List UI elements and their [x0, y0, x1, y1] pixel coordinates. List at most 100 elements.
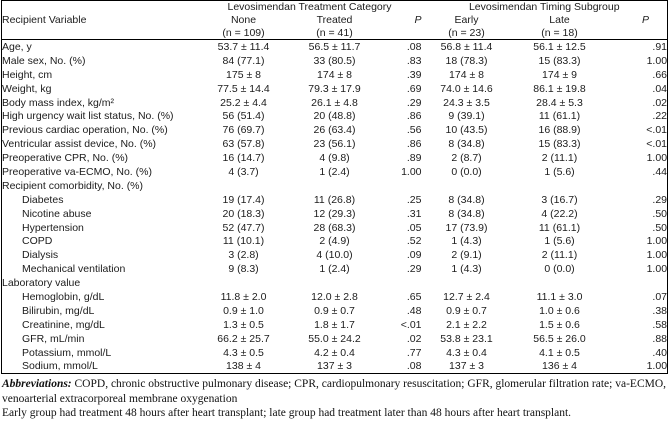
p-value-cell: .29 [406, 96, 422, 109]
value-cell: 56.5 ± 26.0 [533, 332, 586, 345]
p-value-cell: .09 [406, 249, 422, 262]
p-value-cell: .25 [406, 193, 422, 206]
value-cell: 11 (61.1) [538, 221, 581, 234]
table-row: Creatinine, mg/dL 1.3 ± 0.5 1.8 ± 1.7 <.01 2… [2, 318, 668, 332]
n-label-empty [608, 26, 668, 40]
p-value-cell: 1.00 [646, 152, 668, 165]
value-cell: 11.8 ± 2.0 [220, 290, 267, 303]
p-value-cell: .02 [406, 332, 422, 345]
p-value-cell: .38 [652, 304, 668, 317]
table-row: Sodium, mmol/L 138 ± 4 137 ± 3 .08 137 ± 3 13… [2, 359, 668, 373]
row-label: Nicotine abuse [22, 207, 92, 220]
value-cell: 19 (17.4) [222, 193, 265, 206]
col-header-treated: Treated [316, 13, 353, 26]
value-cell: 11.1 ± 3.0 [536, 290, 583, 303]
value-cell: 77.5 ± 14.4 [217, 82, 270, 95]
p-value-cell: .40 [652, 346, 668, 359]
p-value-cell: .66 [652, 68, 668, 81]
value-cell: 4 (22.2) [541, 207, 578, 220]
value-cell: 28 (68.3) [313, 221, 356, 234]
value-cell: 84 (77.1) [222, 54, 265, 67]
p-value-cell: .50 [652, 221, 668, 234]
p-value-cell: .04 [652, 82, 668, 95]
value-cell: 137 ± 3 [449, 360, 484, 373]
corner-header: Recipient Variable [2, 14, 87, 26]
p-value-cell: 1.00 [646, 249, 668, 262]
value-cell: 136 ± 4 [542, 360, 577, 373]
p-value-cell: .83 [406, 54, 422, 67]
value-cell: 74.0 ± 14.6 [440, 82, 493, 95]
p-value-cell [380, 276, 422, 290]
value-cell: 1 (4.3) [451, 263, 482, 276]
value-cell: 3 (2.8) [228, 249, 259, 262]
row-label: Laboratory value [2, 277, 81, 290]
value-cell: 9 (8.3) [228, 263, 259, 276]
value-cell: 8 (34.8) [448, 138, 485, 151]
group-header-treatment-category: Levosimendan Treatment Category [227, 1, 392, 13]
value-cell: 56.1 ± 12.5 [533, 40, 586, 53]
value-cell: 0 (0.0) [544, 263, 575, 276]
table-row: Preoperative va-ECMO, No. (%) 4 (3.7) 1 (2… [2, 165, 668, 179]
col-header-none: None [230, 13, 257, 26]
abbreviations-label: Abbreviations: [2, 378, 72, 391]
value-cell: 33 (80.5) [313, 54, 356, 67]
value-cell: 55.0 ± 24.2 [308, 332, 361, 345]
p-value-cell: .91 [652, 40, 668, 53]
value-cell: 9 (39.1) [448, 110, 485, 123]
p-value-cell: .31 [406, 207, 422, 220]
value-cell: 2 (11.1) [541, 152, 578, 165]
abbreviations-note: Abbreviations: COPD, chronic obstructive… [2, 377, 666, 406]
row-label: Body mass index, kg/m² [2, 96, 115, 109]
p-value-cell: .29 [406, 263, 422, 276]
value-cell: 63 (57.8) [222, 138, 265, 151]
row-label: COPD [22, 235, 53, 248]
p-value-cell: .86 [406, 138, 422, 151]
table-row: Body mass index, kg/m² 25.2 ± 4.4 26.1 ± 4… [2, 96, 668, 110]
row-label: Previous cardiac operation, No. (%) [2, 124, 168, 137]
col-header-early: Early [454, 13, 479, 26]
p-value-cell [380, 179, 422, 193]
row-label: Recipient comorbidity, No. (%) [2, 179, 144, 192]
p-value-cell [608, 179, 668, 193]
table-row: Laboratory value [2, 276, 668, 290]
value-cell: 12.7 ± 2.4 [443, 290, 490, 303]
p-value-cell: <.01 [646, 138, 668, 151]
value-cell: 20 (48.8) [313, 110, 356, 123]
p-value-cell: .88 [652, 332, 668, 345]
table-row: Weight, kg 77.5 ± 14.4 79.3 ± 17.9 .69 74.0 … [2, 82, 668, 96]
value-cell [512, 179, 608, 193]
abbreviations-text: COPD, chronic obstructive pulmonary dise… [2, 378, 667, 405]
p-value-cell: <.01 [646, 124, 668, 137]
value-cell: 26 (63.4) [313, 124, 356, 137]
value-cell: 16 (14.7) [222, 152, 265, 165]
value-cell: 53.8 ± 23.1 [440, 332, 493, 345]
row-label: Male sex, No. (%) [2, 54, 86, 67]
row-label: Mechanical ventilation [22, 263, 126, 276]
header-n-row: (n = 109) (n = 41) (n = 23) (n = 18) [2, 26, 668, 40]
p-value-cell: .39 [406, 68, 422, 81]
value-cell: 56.5 ± 11.7 [308, 40, 361, 53]
value-cell: 138 ± 4 [226, 360, 261, 373]
value-cell [198, 179, 290, 193]
value-cell [290, 179, 380, 193]
value-cell: 175 ± 8 [226, 68, 261, 81]
value-cell: 1 (5.6) [544, 165, 575, 178]
row-label: Dialysis [22, 249, 59, 262]
table-row: Previous cardiac operation, No. (%) 76 (6… [2, 123, 668, 137]
value-cell: 137 ± 3 [317, 360, 352, 373]
value-cell: 1 (5.6) [544, 235, 575, 248]
header-subcol-row: None Treated P Early Late P [2, 13, 668, 26]
value-cell: 17 (73.9) [445, 221, 488, 234]
value-cell: 1 (2.4) [319, 165, 350, 178]
p-value-cell: .02 [652, 96, 668, 109]
p-value-cell: .50 [652, 207, 668, 220]
p-value-cell: .22 [652, 110, 668, 123]
p-value-cell [608, 276, 668, 290]
p-value-cell: .52 [406, 235, 422, 248]
p-value-cell: .89 [406, 152, 422, 165]
footnotes: Abbreviations: COPD, chronic obstructive… [0, 374, 668, 421]
col-header-p-category: P [414, 13, 422, 26]
row-label: Hemoglobin, g/dL [22, 290, 105, 303]
table-row: GFR, mL/min 66.2 ± 25.7 55.0 ± 24.2 .02 53.8… [2, 332, 668, 346]
